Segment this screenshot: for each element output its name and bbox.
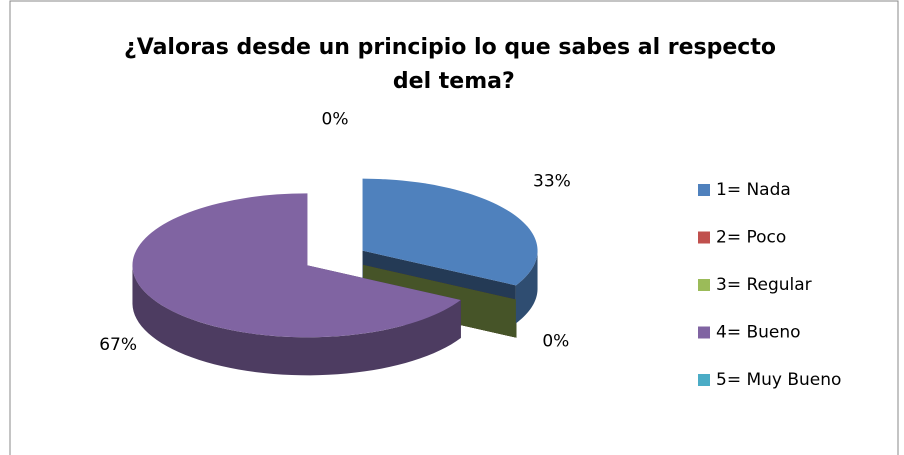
data-label: 0% [322,110,349,130]
data-label: 67% [99,335,137,355]
chart-title: ¿Valoras desde un principio lo que sabes… [124,35,776,94]
legend-swatch [698,279,710,291]
slice-side [515,251,538,324]
data-label: 0% [542,332,569,352]
legend-swatch [698,231,710,244]
legend-swatch [698,184,710,196]
tops [132,178,538,338]
legend-label: 4= Bueno [716,323,801,343]
legend-swatch [698,326,710,339]
slice [132,193,461,338]
slice-side [132,265,461,376]
legend-label: 2= Poco [716,228,786,248]
legend-label: 5= Muy Bueno [716,370,841,390]
sides [132,251,538,376]
data-label: 33% [533,172,571,192]
slice [362,178,538,286]
legend-label: 3= Regular [716,275,812,295]
legend-swatch [698,374,710,386]
legend-label: 1= Nada [716,180,791,200]
